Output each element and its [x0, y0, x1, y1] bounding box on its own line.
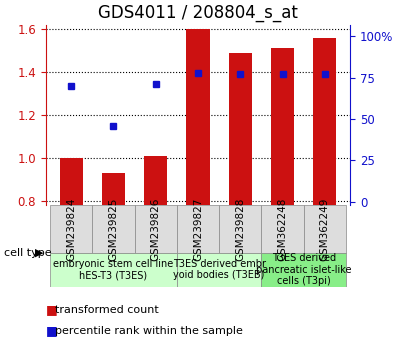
Text: ▶: ▶: [35, 247, 43, 258]
Text: GSM239825: GSM239825: [108, 197, 119, 261]
Bar: [304, 205, 346, 252]
Title: GDS4011 / 208804_s_at: GDS4011 / 208804_s_at: [98, 4, 298, 22]
Bar: [60, 158, 83, 205]
Bar: [135, 205, 177, 252]
Bar: [229, 53, 252, 205]
Bar: [92, 205, 135, 252]
Text: ■: ■: [46, 325, 58, 337]
Bar: [144, 156, 167, 205]
Bar: [261, 205, 304, 252]
Bar: [219, 205, 261, 252]
Bar: [102, 173, 125, 205]
Text: GSM362249: GSM362249: [320, 197, 330, 261]
Text: T3ES derived
pancreatic islet-like
cells (T3pi): T3ES derived pancreatic islet-like cells…: [256, 253, 351, 286]
Text: GSM239827: GSM239827: [193, 197, 203, 261]
Bar: [50, 205, 92, 252]
Bar: [50, 252, 177, 287]
Bar: [271, 48, 294, 205]
Text: embryonic stem cell line
hES-T3 (T3ES): embryonic stem cell line hES-T3 (T3ES): [53, 259, 174, 280]
Text: T3ES derived embr
yoid bodies (T3EB): T3ES derived embr yoid bodies (T3EB): [173, 259, 265, 280]
Text: cell type: cell type: [4, 247, 52, 258]
Bar: [186, 29, 210, 205]
Bar: [313, 38, 336, 205]
Text: transformed count: transformed count: [55, 305, 159, 315]
Text: GSM239826: GSM239826: [151, 197, 161, 261]
Bar: [177, 205, 219, 252]
Text: GSM362248: GSM362248: [277, 197, 288, 261]
Text: GSM239824: GSM239824: [66, 197, 76, 261]
Text: percentile rank within the sample: percentile rank within the sample: [55, 326, 243, 336]
Bar: [177, 252, 261, 287]
Text: GSM239828: GSM239828: [235, 197, 245, 261]
Bar: [261, 252, 346, 287]
Text: ■: ■: [46, 303, 58, 316]
